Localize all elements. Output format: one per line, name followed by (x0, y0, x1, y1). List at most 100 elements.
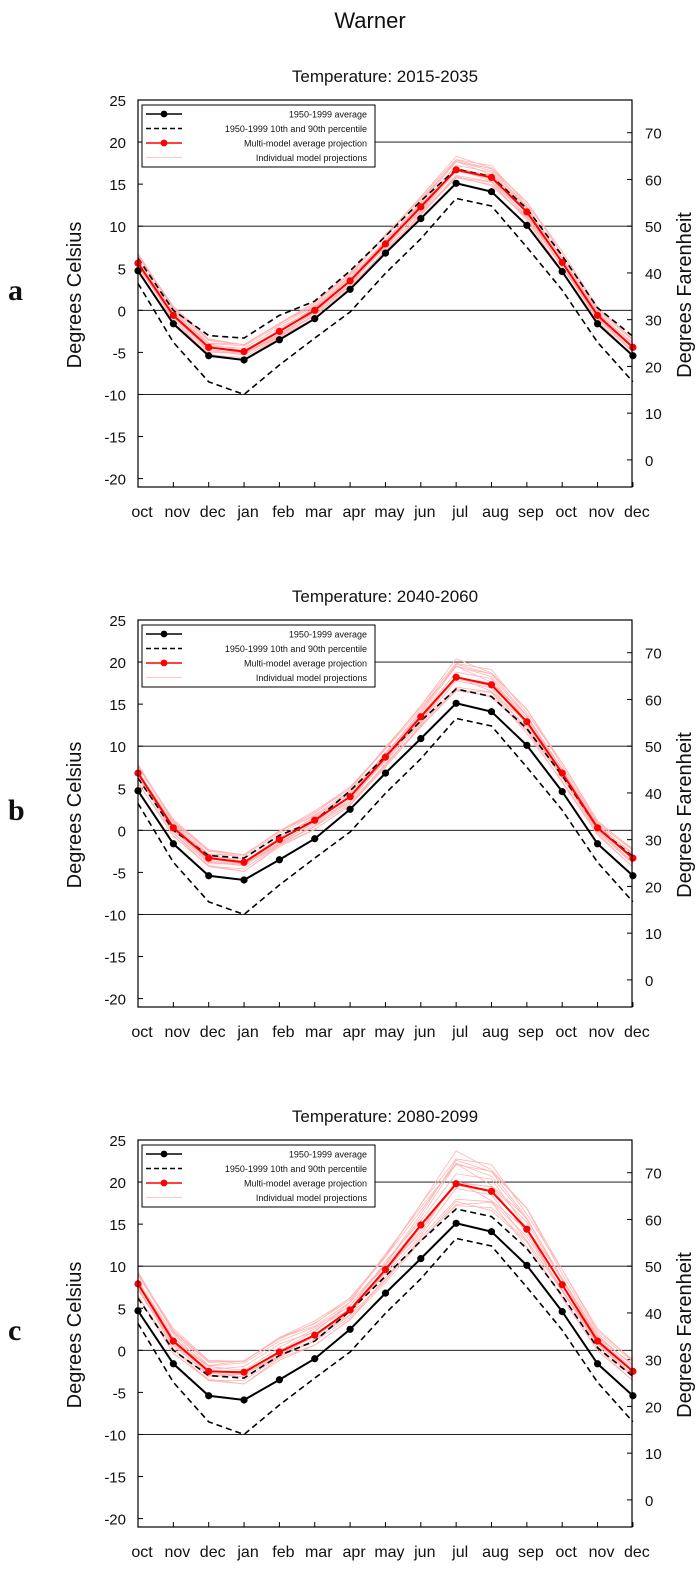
historical-point (346, 1325, 354, 1333)
x-tick-label: nov (589, 504, 615, 521)
projection-point (452, 166, 460, 174)
projection-point (487, 1187, 496, 1195)
x-tick-label: dec (624, 1024, 650, 1041)
historical-point (452, 179, 460, 187)
historical-point (205, 872, 213, 880)
y-tick-label: 0 (118, 303, 126, 320)
y-right-tick-label: 20 (645, 879, 662, 896)
individual-model-line (137, 666, 634, 855)
legend-box (141, 104, 376, 168)
historical-point (275, 856, 283, 864)
y-right-tick-label: 60 (645, 172, 662, 189)
y-tick-label: -5 (113, 1385, 126, 1402)
projection-point (275, 835, 283, 844)
historical-point (311, 835, 319, 843)
plot-frame (137, 99, 633, 488)
historical-point (417, 1255, 425, 1263)
x-tick-label: jul (451, 504, 468, 521)
y-tick-label: 15 (109, 697, 126, 714)
y-tick-label: -15 (104, 1470, 126, 1487)
y-right-tick-label: 50 (645, 1259, 662, 1276)
x-tick-label: jul (451, 1544, 468, 1561)
legend-marker (160, 110, 168, 118)
individual-model-line (137, 161, 634, 345)
y-axis-label: Degrees Celsius (64, 742, 86, 889)
projection-point (593, 824, 602, 832)
historical-point (523, 741, 531, 749)
individual-model-line (137, 159, 634, 346)
y-tick-label: 10 (109, 1259, 126, 1276)
legend-label: Multi-model average projection (244, 1179, 367, 1189)
historical-point (558, 788, 566, 796)
y-tick-label: -15 (104, 950, 126, 967)
y-right-tick-label: 20 (645, 1399, 662, 1416)
historical-point (487, 708, 496, 716)
x-tick-label: sep (518, 1544, 544, 1561)
y-tick-label: -10 (104, 907, 126, 924)
projection-point (558, 769, 566, 777)
x-tick-label: mar (305, 1544, 333, 1561)
projection-point (452, 1180, 460, 1188)
x-tick-label: jan (236, 504, 258, 521)
y-right-tick-label: 10 (645, 1446, 662, 1463)
x-tick-label: mar (305, 504, 333, 521)
historical-point (205, 352, 213, 360)
x-tick-label: dec (624, 504, 650, 521)
y-right-tick-label: 40 (645, 786, 662, 803)
y-tick-label: 25 (109, 93, 126, 110)
individual-model-line (137, 680, 634, 865)
historical-point (629, 1392, 637, 1400)
historical-point (240, 356, 248, 364)
historical-point (417, 215, 425, 223)
plot-frame (137, 619, 633, 1008)
y-right-tick-label: 10 (645, 406, 662, 423)
legend: 1950-1999 average 1950-1999 10th and 90th… (141, 104, 376, 168)
y-axis-label-right: Degrees Farenheit (674, 732, 696, 898)
projection-point (240, 858, 248, 866)
legend-marker (160, 1150, 168, 1158)
historical-point (169, 1360, 177, 1368)
x-tick-label: jun (413, 504, 435, 521)
projection-point (417, 713, 425, 721)
legend-marker (160, 630, 168, 638)
x-tick-label: nov (589, 1544, 615, 1561)
legend-label: 1950-1999 average (289, 630, 367, 640)
x-tick-label: nov (164, 1544, 190, 1561)
historical-point (275, 336, 283, 344)
legend-label: Individual model projections (256, 673, 368, 683)
y-right-tick-label: 70 (645, 646, 662, 663)
individual-model-line (137, 1150, 634, 1362)
y-right-tick-label: 30 (645, 1353, 662, 1370)
historical-point (487, 1228, 496, 1236)
y-axis-label-right: Degrees Farenheit (674, 212, 696, 378)
individual-model-line (137, 155, 634, 346)
legend-marker (160, 139, 168, 147)
panel-b: Temperature: 2040-2060 b -20 -15 -10 -5 0 5 10 15… (8, 587, 696, 1041)
y-tick-label: 20 (109, 655, 126, 672)
y-axis-label: Degrees Celsius (64, 222, 86, 369)
x-tick-label: oct (131, 1024, 153, 1041)
historical-point (629, 352, 637, 360)
legend-box (141, 1144, 376, 1208)
x-tick-label: jan (236, 1024, 258, 1041)
y-right-tick-label: 0 (645, 1493, 653, 1510)
historical-point (629, 872, 637, 880)
y-tick-label: -20 (104, 1512, 126, 1529)
y-tick-label: -20 (104, 472, 126, 489)
historical-point (240, 1396, 248, 1404)
historical-point (523, 1261, 531, 1269)
y-tick-label: 15 (109, 1217, 126, 1234)
y-axis-label: Degrees Celsius (64, 1262, 86, 1409)
plot-frame (137, 1139, 633, 1528)
y-tick-label: -5 (113, 865, 126, 882)
x-tick-label: may (374, 504, 404, 521)
legend-label: 1950-1999 average (289, 1150, 367, 1160)
historical-point (346, 285, 354, 293)
x-tick-label: dec (624, 1544, 650, 1561)
projection-point (381, 240, 390, 248)
y-axis-label-right: Degrees Farenheit (674, 1252, 696, 1418)
projection-point (240, 1368, 248, 1376)
y-tick-label: -15 (104, 430, 126, 447)
historical-point (381, 249, 390, 257)
individual-model-line (137, 1158, 634, 1362)
